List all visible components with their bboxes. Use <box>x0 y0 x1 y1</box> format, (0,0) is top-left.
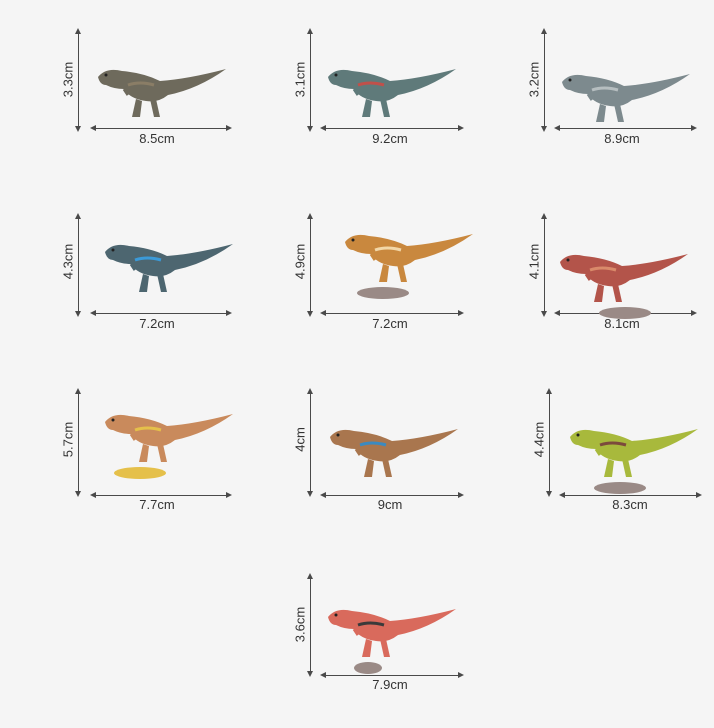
spinosaurus-figure <box>560 254 688 319</box>
velociraptor-blue-figure <box>105 244 233 292</box>
length-label: 8.1cm <box>604 316 640 331</box>
length-arrow <box>554 125 697 131</box>
height-label: 3.6cm <box>292 606 308 643</box>
display-base <box>599 307 651 319</box>
length-label: 9.2cm <box>372 131 408 146</box>
height-arrow <box>307 573 313 677</box>
ceratosaurus-spotted-figure <box>345 234 473 299</box>
length-label: 8.9cm <box>604 131 640 146</box>
height-arrow <box>307 28 313 132</box>
height-arrow <box>75 388 81 497</box>
display-base <box>114 467 166 479</box>
length-label: 7.2cm <box>372 316 408 331</box>
tyrannosaurus-figure <box>98 69 226 117</box>
height-arrow <box>541 28 547 132</box>
height-label: 4.9cm <box>292 243 308 280</box>
height-arrow <box>307 388 313 497</box>
length-arrow <box>90 492 232 498</box>
height-label: 4.4cm <box>531 421 547 458</box>
length-label: 9cm <box>377 497 403 512</box>
height-label: 4.1cm <box>526 243 542 280</box>
ceratosaurus-red-figure <box>328 609 456 674</box>
height-arrow <box>307 213 313 317</box>
therizinosaurus-figure <box>105 414 233 479</box>
height-label: 4cm <box>292 427 308 452</box>
allosaurus-figure <box>562 74 690 122</box>
length-arrow <box>90 310 232 316</box>
length-arrow <box>320 672 464 678</box>
height-label: 3.1cm <box>292 61 308 98</box>
carnotaurus-gray-figure <box>328 69 456 117</box>
dilophosaurus-figure <box>570 429 698 494</box>
length-label: 8.5cm <box>139 131 175 146</box>
length-label: 7.7cm <box>139 497 175 512</box>
length-label: 8.3cm <box>612 497 648 512</box>
length-arrow <box>320 492 464 498</box>
length-arrow <box>90 125 232 131</box>
length-label: 7.2cm <box>139 316 175 331</box>
height-arrow <box>546 388 552 497</box>
height-label: 3.2cm <box>526 61 542 98</box>
height-label: 4.3cm <box>60 243 76 280</box>
height-arrow <box>75 28 81 132</box>
height-arrow <box>541 213 547 317</box>
length-label: 7.9cm <box>372 677 408 692</box>
display-base <box>594 482 646 494</box>
height-arrow <box>75 213 81 317</box>
display-base <box>354 662 382 674</box>
height-label: 5.7cm <box>60 421 76 458</box>
length-arrow <box>320 310 464 316</box>
display-base <box>357 287 409 299</box>
feathered-raptor-figure <box>330 429 458 477</box>
length-arrow <box>559 492 702 498</box>
height-label: 3.3cm <box>60 61 76 98</box>
length-arrow <box>320 125 464 131</box>
